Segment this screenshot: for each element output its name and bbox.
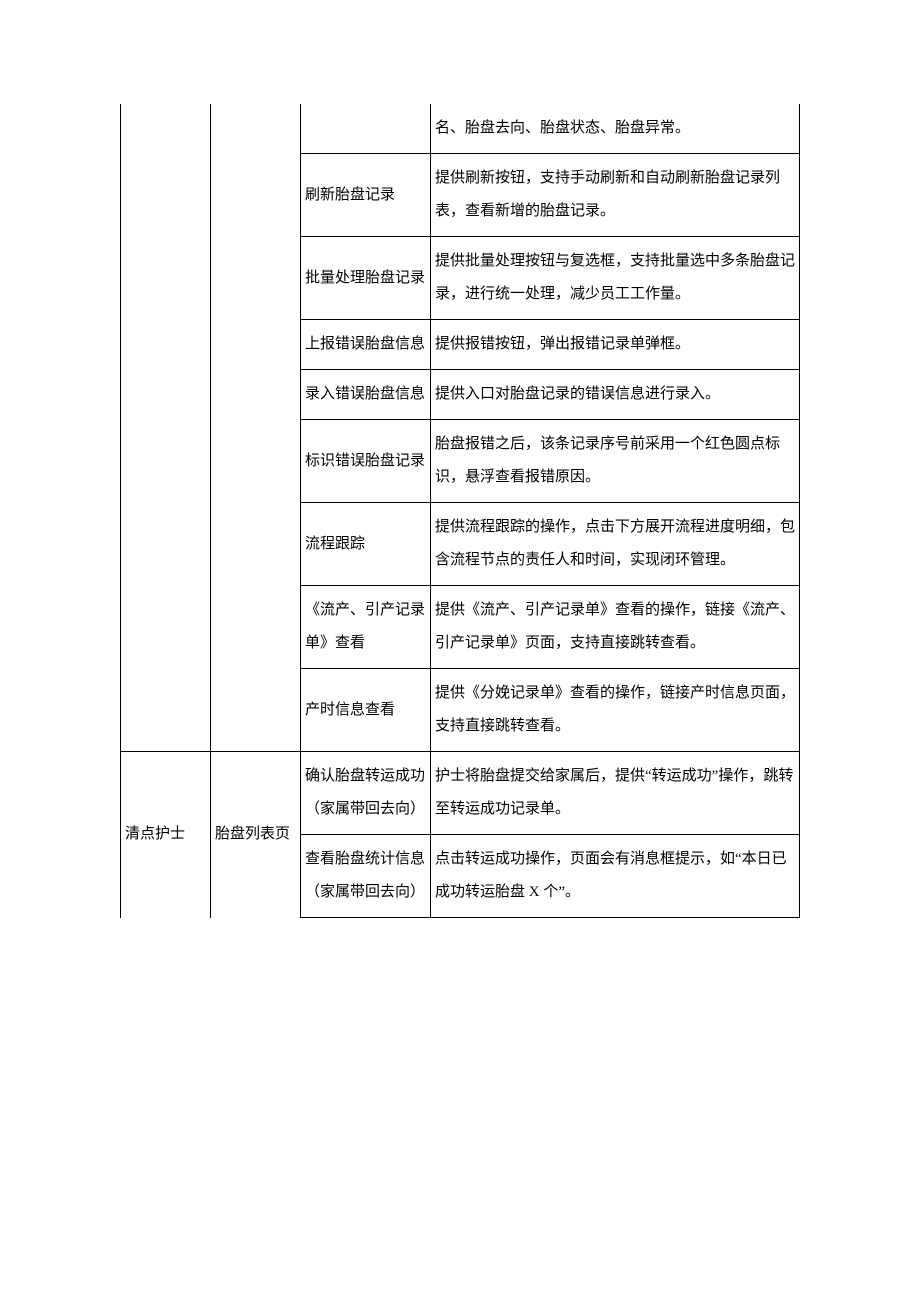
description-cell: 提供《流产、引产记录单》查看的操作，链接《流产、引产记录单》页面，支持直接跳转查… xyxy=(431,586,800,669)
description-cell: 提供报错按钮，弹出报错记录单弹框。 xyxy=(431,320,800,370)
page-cell xyxy=(211,104,301,752)
description-cell: 胎盘报错之后，该条记录序号前采用一个红色圆点标识，悬浮查看报错原因。 xyxy=(431,420,800,503)
function-cell: 《流产、引产记录单》查看 xyxy=(301,586,431,669)
description-cell: 提供批量处理按钮与复选框，支持批量选中多条胎盘记录，进行统一处理，减少员工工作量… xyxy=(431,237,800,320)
requirements-table: 名、胎盘去向、胎盘状态、胎盘异常。刷新胎盘记录提供刷新按钮，支持手动刷新和自动刷… xyxy=(120,104,800,918)
description-cell: 提供《分娩记录单》查看的操作，链接产时信息页面，支持直接跳转查看。 xyxy=(431,669,800,752)
description-cell: 提供刷新按钮，支持手动刷新和自动刷新胎盘记录列表，查看新增的胎盘记录。 xyxy=(431,154,800,237)
function-cell xyxy=(301,104,431,154)
function-cell: 刷新胎盘记录 xyxy=(301,154,431,237)
page-cell: 胎盘列表页 xyxy=(211,752,301,918)
function-cell: 上报错误胎盘信息 xyxy=(301,320,431,370)
function-cell: 查看胎盘统计信息（家属带回去向） xyxy=(301,835,431,918)
description-cell: 点击转运成功操作，页面会有消息框提示，如“本日已成功转运胎盘 X 个”。 xyxy=(431,835,800,918)
table-row: 清点护士胎盘列表页确认胎盘转运成功（家属带回去向）护士将胎盘提交给家属后，提供“… xyxy=(121,752,800,835)
function-cell: 流程跟踪 xyxy=(301,503,431,586)
role-cell: 清点护士 xyxy=(121,752,211,918)
function-cell: 确认胎盘转运成功（家属带回去向） xyxy=(301,752,431,835)
description-cell: 提供入口对胎盘记录的错误信息进行录入。 xyxy=(431,370,800,420)
document-page: 名、胎盘去向、胎盘状态、胎盘异常。刷新胎盘记录提供刷新按钮，支持手动刷新和自动刷… xyxy=(0,0,920,998)
description-cell: 名、胎盘去向、胎盘状态、胎盘异常。 xyxy=(431,104,800,154)
description-cell: 提供流程跟踪的操作，点击下方展开流程进度明细，包含流程节点的责任人和时间，实现闭… xyxy=(431,503,800,586)
description-cell: 护士将胎盘提交给家属后，提供“转运成功”操作，跳转至转运成功记录单。 xyxy=(431,752,800,835)
function-cell: 录入错误胎盘信息 xyxy=(301,370,431,420)
table-row: 名、胎盘去向、胎盘状态、胎盘异常。 xyxy=(121,104,800,154)
function-cell: 产时信息查看 xyxy=(301,669,431,752)
function-cell: 标识错误胎盘记录 xyxy=(301,420,431,503)
function-cell: 批量处理胎盘记录 xyxy=(301,237,431,320)
role-cell xyxy=(121,104,211,752)
table-body: 名、胎盘去向、胎盘状态、胎盘异常。刷新胎盘记录提供刷新按钮，支持手动刷新和自动刷… xyxy=(121,104,800,918)
